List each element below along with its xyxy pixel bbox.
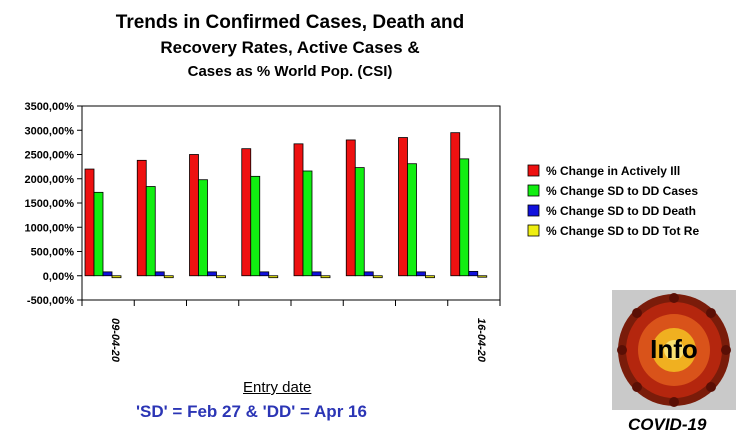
y-tick-label: 2000,00% (24, 174, 74, 186)
y-tick-label: 3000,00% (24, 125, 74, 137)
legend-swatch (527, 204, 540, 217)
bar--change-sd-to-dd-cases (302, 170, 313, 277)
bar--change-sd-to-dd-death (154, 271, 165, 277)
bar--change-sd-to-dd-cases (198, 179, 208, 277)
bar--change-sd-to-dd-death (311, 271, 322, 277)
bar--change-sd-to-dd-tot-re (372, 275, 383, 279)
bar--change-in-actively-ill (241, 148, 252, 277)
covid-info-logo: Info (612, 290, 736, 410)
bar--change-in-actively-ill (136, 159, 147, 277)
y-tick-label: 3500,00% (24, 101, 74, 113)
bar--change-sd-to-dd-cases (93, 191, 104, 277)
logo-caption: COVID-19 (628, 415, 707, 434)
bar--change-in-actively-ill (345, 139, 356, 277)
bar--change-sd-to-dd-tot-re (477, 275, 488, 278)
bar--change-sd-to-dd-tot-re (268, 275, 279, 279)
bar--change-sd-to-dd-death (259, 271, 270, 277)
bar--change-sd-to-dd-tot-re (425, 275, 435, 279)
logo-text: Info (650, 334, 698, 364)
bar--change-sd-to-dd-tot-re (111, 275, 122, 279)
bar--change-sd-to-dd-cases (407, 163, 417, 277)
chart-title-line-2: Recovery Rates, Active Cases & (160, 38, 420, 57)
y-tick-label: 0,00% (43, 271, 74, 283)
bar--change-sd-to-dd-cases (250, 175, 261, 277)
bar--change-sd-to-dd-tot-re (163, 275, 174, 279)
y-tick-label: 2500,00% (24, 150, 74, 162)
x-tick-label: 16-04-20 (475, 318, 487, 363)
chart-title-line-3: Cases as % World Pop. (CSI) (187, 63, 393, 80)
y-tick-label: 1000,00% (24, 222, 74, 234)
bar--change-sd-to-dd-cases (145, 186, 156, 277)
legend-swatch (527, 164, 540, 177)
bar--change-sd-to-dd-cases (354, 167, 365, 277)
virus-icon (617, 293, 731, 407)
bar--change-in-actively-ill (84, 168, 95, 277)
x-axis-label: Entry date (243, 379, 312, 396)
bar--change-sd-to-dd-death (207, 271, 217, 277)
bar--change-in-actively-ill (293, 143, 304, 277)
bar--change-sd-to-dd-death (468, 270, 479, 277)
footnote: 'SD' = Feb 27 & 'DD' = Apr 16 (136, 402, 367, 421)
x-tick-label: 09-04-20 (109, 318, 121, 363)
chart-title-line-1: Trends in Confirmed Cases, Death and (115, 12, 465, 33)
bar--change-sd-to-dd-death (416, 271, 426, 277)
bar--change-in-actively-ill (398, 137, 408, 277)
y-tick-label: -500,00% (27, 295, 74, 307)
legend-label: % Change SD to DD Death (546, 204, 696, 218)
bar--change-sd-to-dd-death (363, 271, 374, 277)
bar--change-sd-to-dd-death (102, 271, 113, 277)
bar--change-sd-to-dd-cases (459, 158, 470, 277)
bar--change-sd-to-dd-tot-re (216, 275, 226, 279)
legend-label: % Change in Actively Ill (546, 164, 680, 178)
bar--change-in-actively-ill (450, 132, 461, 277)
legend-swatch (527, 184, 540, 197)
bar--change-sd-to-dd-tot-re (320, 275, 331, 279)
y-tick-label: 500,00% (31, 247, 75, 259)
y-tick-label: 1500,00% (24, 198, 74, 210)
legend-swatch (527, 224, 540, 237)
legend-label: % Change SD to DD Cases (546, 184, 698, 198)
legend-label: % Change SD to DD Tot Re (546, 224, 699, 238)
bar--change-in-actively-ill (189, 154, 199, 277)
